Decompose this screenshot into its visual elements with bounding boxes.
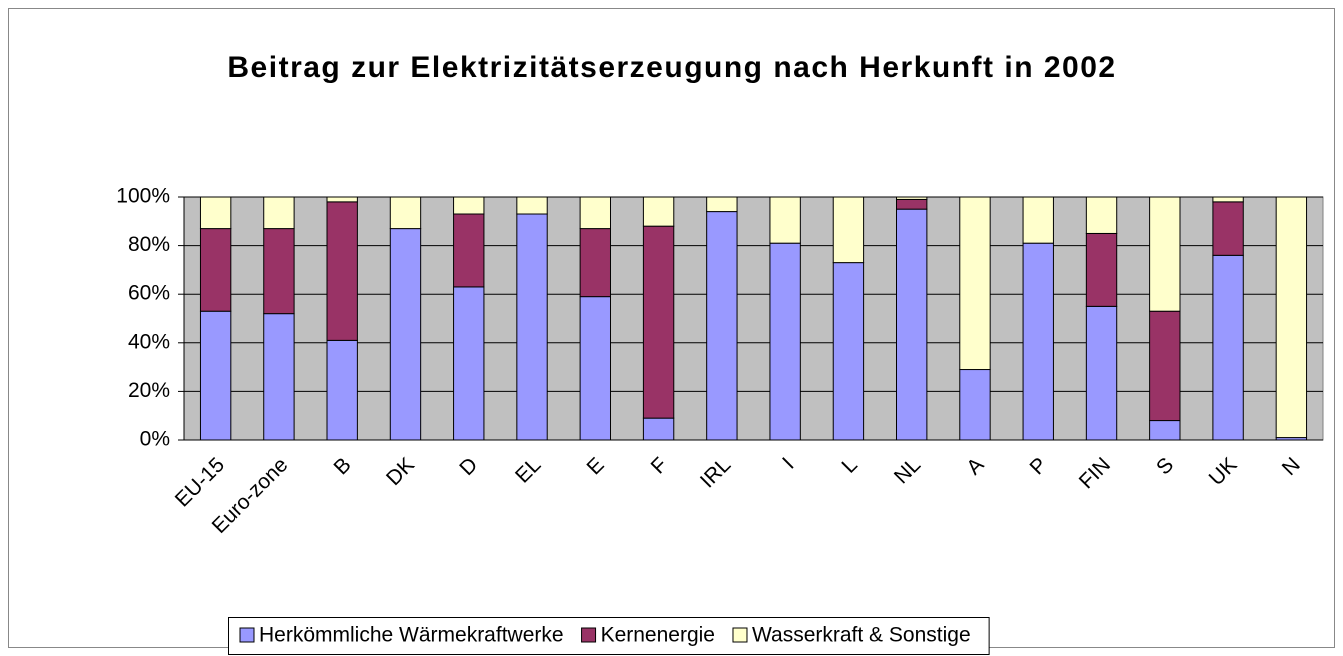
bar-segment xyxy=(1212,196,1244,203)
bar-segment xyxy=(1022,196,1054,244)
bar-segment xyxy=(326,201,358,341)
legend: Herkömmliche Wärmekraftwerke Kernenergie W… xyxy=(228,617,990,655)
bar-segment xyxy=(1022,242,1054,441)
bar-segment xyxy=(769,196,801,244)
bar-segment xyxy=(1149,196,1181,312)
bar-segment xyxy=(642,196,675,227)
bar-segment xyxy=(896,208,928,441)
bar-segment xyxy=(706,211,738,441)
bar-segment xyxy=(896,198,928,210)
legend-box xyxy=(228,617,990,655)
bar-segment xyxy=(896,196,928,200)
bar-segment xyxy=(1149,310,1181,422)
bar-segment xyxy=(642,417,675,441)
bar-segment xyxy=(453,196,485,215)
bar-segment xyxy=(1085,305,1118,441)
bar-segment xyxy=(263,313,295,441)
y-tick-label: 20% xyxy=(128,379,170,402)
bar-segment xyxy=(326,339,358,441)
legend-swatch xyxy=(581,627,597,643)
bar-segment xyxy=(959,196,991,371)
bar-segment xyxy=(579,296,611,441)
bar-segment xyxy=(579,196,611,230)
legend-swatch xyxy=(239,627,255,643)
y-tick-label: 100% xyxy=(116,185,170,208)
bar-segment xyxy=(832,196,865,264)
bar-segment xyxy=(326,196,358,203)
bar-segment xyxy=(642,225,675,419)
bar-segment xyxy=(389,196,422,230)
legend-swatch xyxy=(732,627,748,643)
bar-segment xyxy=(199,310,232,441)
bar-segment xyxy=(389,228,422,441)
bar-segment xyxy=(263,228,295,315)
bar-segment xyxy=(959,369,991,441)
legend-label: Wasserkraft & Sonstige xyxy=(752,624,971,647)
bar-segment xyxy=(516,213,548,441)
plot-area xyxy=(183,196,1324,441)
bar-segment xyxy=(706,196,738,213)
bar-segment xyxy=(1085,232,1118,307)
y-tick-label: 60% xyxy=(128,282,170,305)
legend-label: Kernenergie xyxy=(601,624,715,647)
bar-segment xyxy=(199,196,232,230)
bar-segment xyxy=(1085,196,1118,234)
bar-segment xyxy=(263,196,295,230)
y-tick-label: 0% xyxy=(140,428,170,451)
bar-segment xyxy=(1275,196,1308,439)
bar-segment xyxy=(1149,420,1181,441)
bar-segment xyxy=(579,228,611,298)
y-tick-label: 80% xyxy=(128,233,170,256)
chart-title: Beitrag zur Elektrizitätserzeugung nach … xyxy=(227,51,1117,84)
bar-segment xyxy=(453,213,485,288)
bar-segment xyxy=(516,196,548,215)
bar-segment xyxy=(453,286,485,441)
bar-segment xyxy=(769,242,801,441)
bar-segment xyxy=(1212,201,1244,256)
bar-segment xyxy=(1212,254,1244,441)
y-tick-label: 40% xyxy=(128,330,170,353)
bar-segment xyxy=(199,228,232,312)
bar-segment xyxy=(832,262,865,441)
legend-label: Herkömmliche Wärmekraftwerke xyxy=(259,624,564,647)
